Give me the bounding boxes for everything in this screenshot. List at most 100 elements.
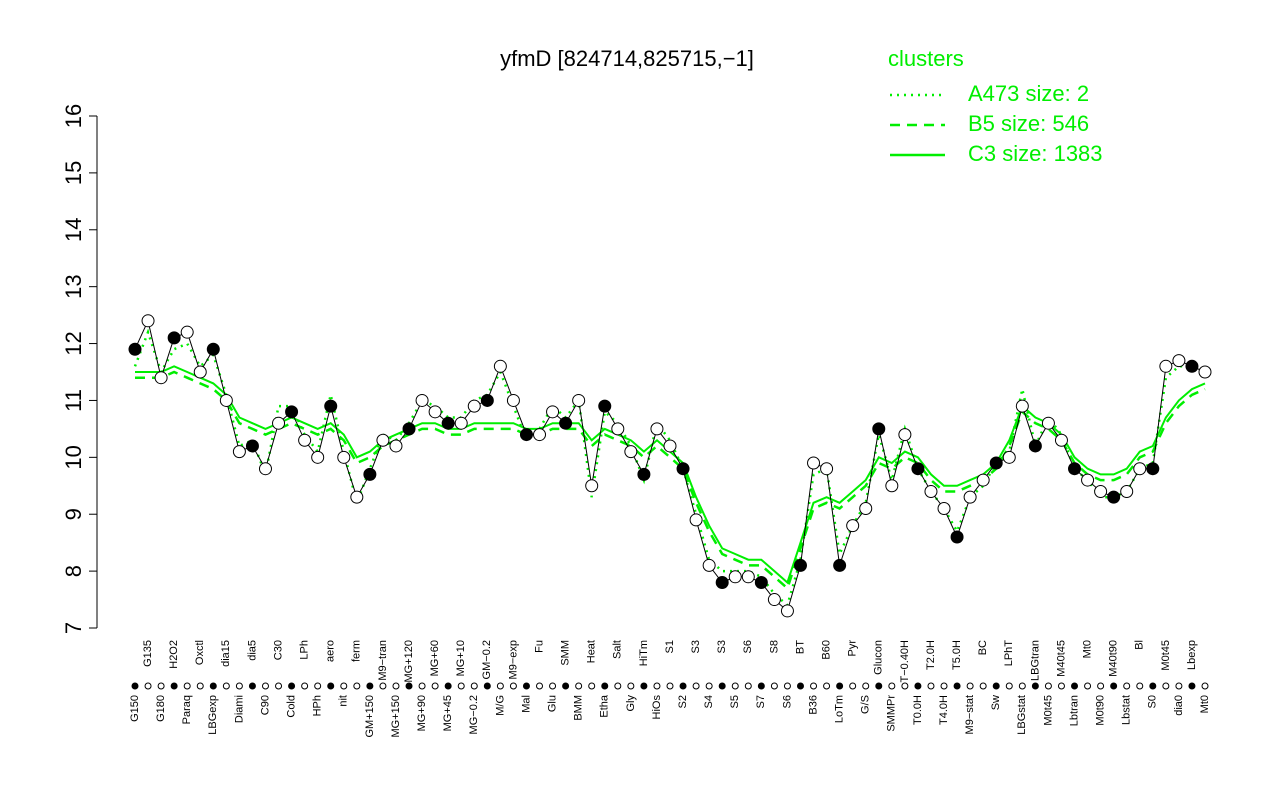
data-point bbox=[298, 433, 312, 447]
x-tick-label: BC bbox=[977, 640, 989, 655]
sample-marker bbox=[314, 682, 322, 690]
data-point bbox=[559, 416, 573, 430]
y-tick-label: 13 bbox=[61, 274, 86, 298]
x-tick-label: M0t45 bbox=[1160, 640, 1172, 671]
data-point bbox=[1159, 359, 1173, 373]
sample-marker bbox=[836, 682, 844, 690]
data-point bbox=[180, 325, 194, 339]
sample-marker bbox=[849, 682, 857, 690]
sample-marker bbox=[1149, 682, 1157, 690]
data-point bbox=[585, 479, 599, 493]
sample-marker bbox=[1031, 682, 1039, 690]
sample-marker bbox=[536, 682, 544, 690]
data-point bbox=[232, 445, 246, 459]
sample-marker bbox=[640, 682, 648, 690]
x-tick-label: MG+150 bbox=[390, 695, 402, 738]
data-point bbox=[1146, 462, 1160, 476]
sample-marker bbox=[183, 682, 191, 690]
data-point bbox=[167, 331, 181, 345]
cluster-line bbox=[133, 328, 1206, 608]
x-tick-label: M9−tran bbox=[377, 640, 389, 681]
sample-marker bbox=[979, 682, 987, 690]
x-tick-label: MG+90 bbox=[416, 695, 428, 731]
sample-marker bbox=[614, 682, 622, 690]
sample-marker bbox=[275, 682, 283, 690]
sample-marker bbox=[744, 682, 752, 690]
data-point bbox=[493, 359, 507, 373]
sample-marker bbox=[405, 682, 413, 690]
y-tick-label: 11 bbox=[61, 389, 86, 412]
sample-marker bbox=[627, 682, 635, 690]
x-tick-label: Bl bbox=[1134, 640, 1146, 650]
data-point bbox=[258, 462, 272, 476]
sample-marker bbox=[353, 682, 361, 690]
sample-marker bbox=[679, 682, 687, 690]
x-tick-label: MG−0.2 bbox=[468, 695, 480, 734]
x-tick-label: MG+45 bbox=[442, 695, 454, 731]
x-tick-label: Lbexp bbox=[1186, 640, 1198, 670]
x-tick-label: M40t90 bbox=[1108, 640, 1120, 677]
sample-marker bbox=[705, 682, 713, 690]
sample-marker bbox=[470, 682, 478, 690]
data-point bbox=[141, 314, 155, 328]
x-tick-label: HiTm bbox=[638, 640, 650, 666]
sample-marker bbox=[901, 682, 909, 690]
x-tick-label: HiOs bbox=[651, 695, 663, 720]
sample-marker bbox=[783, 682, 791, 690]
data-point bbox=[272, 416, 286, 430]
sample-marker bbox=[379, 682, 387, 690]
data-point bbox=[337, 450, 351, 464]
data-point bbox=[1081, 473, 1095, 487]
data-point bbox=[911, 462, 925, 476]
sample-marker bbox=[875, 682, 883, 690]
sample-marker bbox=[301, 682, 309, 690]
data-point bbox=[754, 575, 768, 589]
x-tick-label: Etha bbox=[599, 694, 611, 718]
sample-marker bbox=[196, 682, 204, 690]
sample-marker bbox=[588, 682, 596, 690]
x-tick-label: T2.0H bbox=[925, 640, 937, 670]
data-point bbox=[650, 422, 664, 436]
sample-marker bbox=[862, 682, 870, 690]
sample-marker bbox=[549, 682, 557, 690]
data-point bbox=[467, 399, 481, 413]
data-point bbox=[611, 422, 625, 436]
data-point bbox=[702, 558, 716, 572]
x-tick-label: Sw bbox=[990, 695, 1002, 710]
sample-marker bbox=[796, 682, 804, 690]
data-point bbox=[245, 439, 259, 453]
data-point bbox=[833, 558, 847, 572]
data-point bbox=[441, 416, 455, 430]
sample-marker bbox=[483, 682, 491, 690]
data-point bbox=[1015, 399, 1029, 413]
sample-marker bbox=[418, 682, 426, 690]
x-tick-label: dia15 bbox=[220, 640, 232, 667]
data-point bbox=[1172, 354, 1186, 368]
chart-title: yfmD [824714,825715,−1] bbox=[500, 46, 754, 71]
data-point bbox=[767, 593, 781, 607]
data-point bbox=[311, 450, 325, 464]
x-tick-label: LoTm bbox=[834, 695, 846, 723]
data-point bbox=[598, 399, 612, 413]
data-point bbox=[1002, 450, 1016, 464]
x-tick-label: ferm bbox=[351, 640, 363, 662]
data-point bbox=[154, 371, 168, 385]
data-point bbox=[1120, 484, 1134, 498]
cluster-line bbox=[135, 365, 1206, 585]
x-tick-label: GM−0.2 bbox=[481, 640, 493, 679]
legend-label: C3 size: 1383 bbox=[968, 141, 1103, 166]
sample-marker bbox=[509, 682, 517, 690]
x-tick-label: Mal bbox=[520, 695, 532, 713]
data-point bbox=[976, 473, 990, 487]
x-tick-label: S8 bbox=[768, 640, 780, 653]
x-tick-label: G/S bbox=[860, 695, 872, 714]
data-point bbox=[1133, 462, 1147, 476]
x-tick-label: T−0.40H bbox=[899, 640, 911, 683]
x-tick-label: Pyr bbox=[847, 640, 859, 657]
x-tick-label: Lbtran bbox=[1068, 695, 1080, 726]
x-tick-label: M/G bbox=[494, 695, 506, 716]
sample-marker bbox=[966, 682, 974, 690]
sample-marker bbox=[1071, 682, 1079, 690]
data-point bbox=[480, 393, 494, 407]
